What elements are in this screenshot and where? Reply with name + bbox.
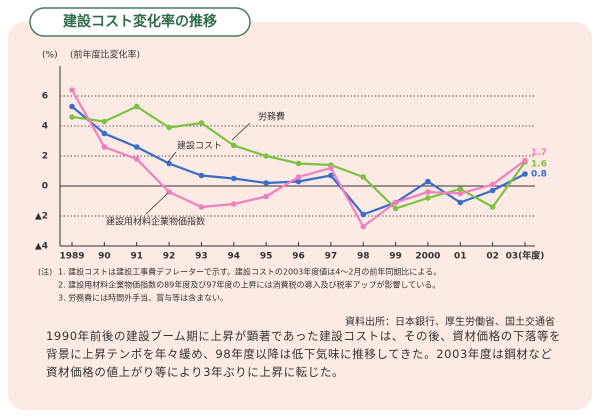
series-label: 労務費 — [258, 111, 285, 123]
note: (注) — [38, 267, 52, 277]
y-axis-label: (前年度比変化率) — [70, 49, 140, 61]
x-tick-label: 90 — [98, 252, 111, 262]
point — [522, 157, 528, 164]
point — [360, 223, 367, 230]
point — [457, 199, 464, 206]
point — [166, 160, 172, 167]
note: 2. 建設用材料企業物価指数の89年度及び97年度の上昇には消費税の導入及び税率… — [58, 280, 440, 290]
point — [328, 172, 334, 179]
point — [133, 103, 140, 110]
point — [69, 103, 75, 110]
point — [425, 195, 431, 201]
x-tick-label: 1989 — [59, 252, 84, 262]
point — [69, 87, 75, 93]
y-tick-label: 0 — [42, 182, 48, 192]
point — [101, 144, 108, 150]
x-tick-label: 99 — [389, 252, 402, 262]
point — [133, 156, 140, 162]
point — [295, 178, 302, 185]
point — [198, 172, 205, 179]
point — [133, 144, 140, 150]
y-tick-label: ▲2 — [35, 212, 48, 222]
series-label: 建設用材料企業物価指数 — [106, 216, 205, 228]
x-tick-label: 2000 — [415, 252, 440, 262]
y-tick-label: ▲4 — [35, 242, 48, 252]
point — [489, 204, 496, 210]
y-tick-label: 2 — [42, 152, 48, 162]
point — [295, 160, 302, 167]
point — [425, 178, 431, 185]
x-tick-label: 94 — [228, 252, 241, 262]
body-text: 1990年前後の建設ブーム期に上昇が顕著であった建設コストは、その後、資材価格の… — [46, 329, 562, 379]
point — [263, 153, 269, 159]
y-tick-label: 6 — [42, 92, 48, 102]
data-label: 1.7 — [531, 148, 547, 158]
point — [295, 174, 302, 180]
point — [522, 171, 528, 177]
point — [457, 190, 464, 197]
point — [489, 181, 496, 188]
leader-line — [167, 151, 177, 163]
point — [69, 114, 75, 120]
source: 資料出所：日本銀行、厚生労働省、国土交通省 — [345, 315, 555, 328]
point — [392, 199, 399, 206]
point — [230, 175, 237, 182]
point — [263, 180, 269, 186]
point — [457, 186, 464, 192]
point — [166, 124, 172, 131]
x-tick-label: 96 — [292, 252, 305, 262]
point — [360, 174, 367, 180]
x-tick-label: 03(年度) — [506, 250, 545, 262]
point — [198, 120, 205, 126]
title-tab — [29, 7, 251, 37]
x-tick-label: 92 — [163, 252, 176, 262]
leader-line — [145, 192, 169, 215]
point — [101, 118, 108, 125]
leader-line — [231, 122, 251, 141]
x-tick-label: 02 — [486, 252, 499, 262]
data-label: 0.8 — [531, 170, 547, 180]
point — [230, 142, 237, 149]
point — [263, 193, 269, 200]
point — [489, 187, 496, 194]
x-tick-label: 93 — [195, 252, 208, 262]
x-tick-label: 97 — [325, 252, 338, 262]
x-tick-label: 98 — [357, 252, 370, 262]
point — [101, 130, 108, 137]
point — [392, 205, 399, 212]
data-label: 1.6 — [531, 160, 547, 170]
point — [360, 211, 367, 218]
series-label: 建設コスト — [177, 140, 222, 152]
point — [230, 201, 237, 207]
x-tick-label: 95 — [260, 252, 273, 262]
x-tick-label: 01 — [454, 252, 467, 262]
point — [425, 189, 431, 195]
y-unit: (%) — [42, 51, 58, 61]
y-tick-label: 4 — [42, 122, 48, 132]
chart-title: 建設コスト変化率の推移 — [63, 13, 217, 30]
x-tick-label: 91 — [130, 252, 143, 262]
note: 1. 建設コストは建設工事費デフレーターで示す。建設コストの2003年度値は4～… — [58, 267, 441, 277]
point — [198, 204, 205, 210]
note: 3. 労務費には時間外手当、賞与等は含まない。 — [58, 293, 228, 303]
point — [328, 165, 334, 171]
